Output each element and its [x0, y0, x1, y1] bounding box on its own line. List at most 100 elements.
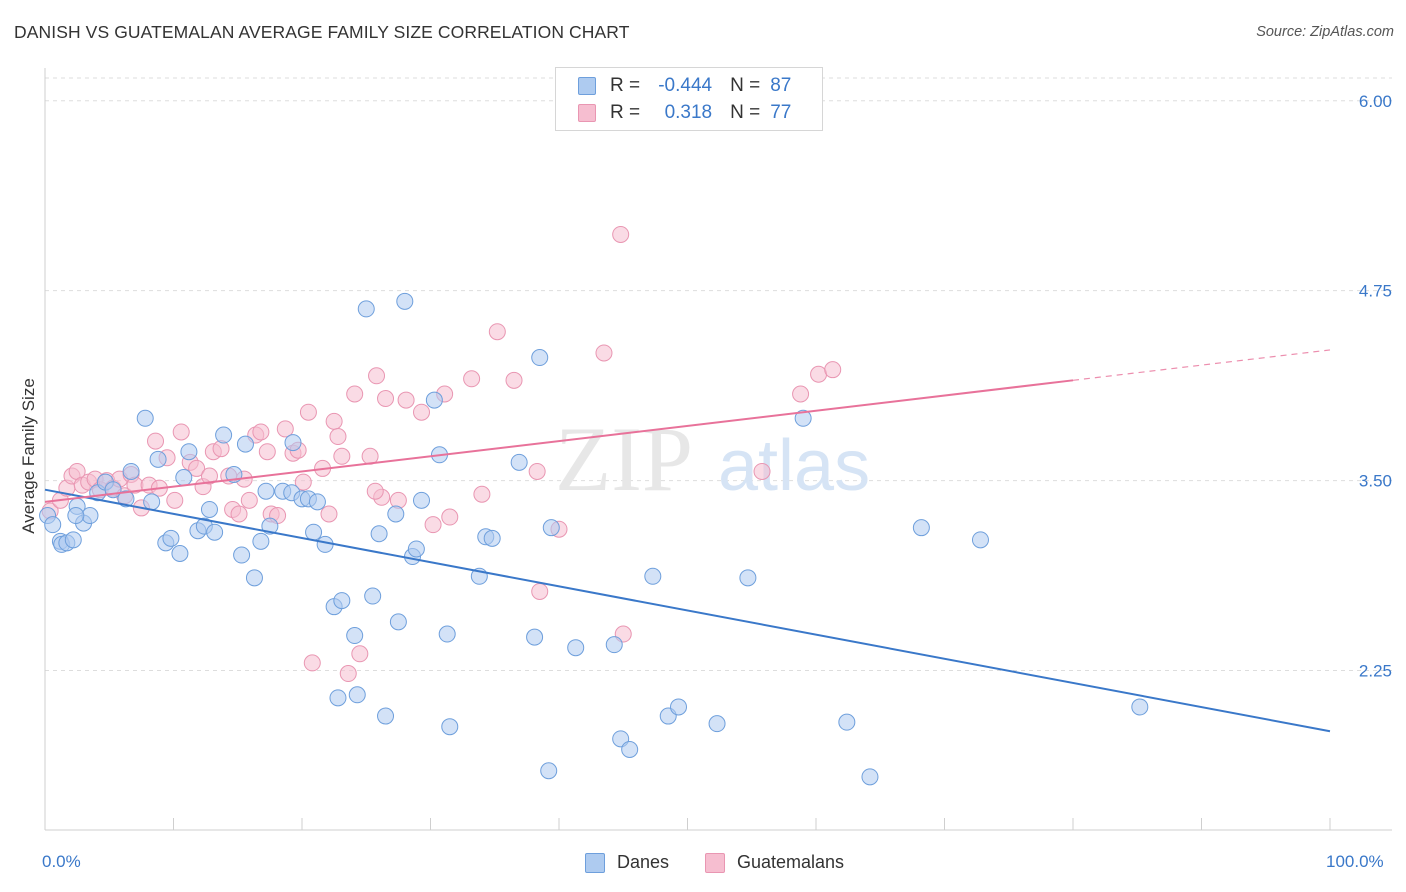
guatemalans-point [200, 467, 218, 485]
guatemalans-point [368, 367, 386, 385]
guatemalans-point [333, 447, 351, 465]
guatemalans-point [346, 385, 364, 403]
danes-point [252, 532, 270, 550]
guatemalans-point [166, 491, 184, 509]
danes-point [605, 636, 623, 654]
guatemalans-point [320, 505, 338, 523]
series-legend-danes[interactable]: Danes [585, 852, 669, 873]
guatemalans-point [172, 423, 190, 441]
y-tick-label: 2.25 [1359, 661, 1392, 680]
guatemalans-point [147, 432, 165, 450]
guatemalans-point [339, 665, 357, 683]
guatemalans-point [325, 412, 343, 430]
trend-lines [44, 349, 1331, 733]
legend-n-value: 77 [770, 102, 792, 123]
x-max-label: 100.0% [1326, 852, 1384, 871]
danes-point [261, 517, 279, 535]
guatemalans-point [531, 582, 549, 600]
danes-point [44, 516, 62, 534]
danes-point [861, 768, 879, 786]
guatemalans-point [299, 403, 317, 421]
chart-title: DANISH VS GUATEMALAN AVERAGE FAMILY SIZE… [14, 22, 630, 42]
danes-point [364, 587, 382, 605]
danes-point [67, 507, 85, 525]
legend-swatch-danes [578, 77, 596, 95]
guatemalans-point [377, 390, 395, 408]
danes-point [739, 569, 757, 587]
guatemalans-point [294, 473, 312, 491]
watermark-zip: ZIP [555, 408, 693, 510]
watermark-atlas: atlas [718, 426, 870, 506]
danes-point [425, 391, 443, 409]
y-tick-label: 6.00 [1359, 92, 1392, 111]
series-legend: Danes Guatemalans [0, 852, 1406, 878]
series-swatch-guatemalans [705, 852, 725, 873]
danes-point [215, 426, 233, 444]
axes [44, 68, 1392, 831]
guatemalans-point [351, 645, 369, 663]
legend-r-label: R = [610, 75, 641, 96]
danes-point [708, 715, 726, 733]
danes-point [333, 592, 351, 610]
y-tick-labels: 2.25 3.50 4.75 6.00 [1359, 92, 1392, 681]
danes-point [175, 469, 193, 487]
guatemalans-points [41, 225, 842, 683]
danes-point [389, 613, 407, 631]
danes-point [441, 718, 459, 736]
y-axis-label: Average Family Size [19, 378, 38, 534]
danes-point [357, 300, 375, 318]
series-legend-guatemalans[interactable]: Guatemalans [705, 852, 844, 873]
danes-point [143, 493, 161, 511]
danes-point [407, 540, 425, 558]
legend-row-guatemalans: R = 0.318 N = 77 [578, 101, 791, 125]
danes-point [236, 435, 254, 453]
guatemalans-point [276, 420, 294, 438]
legend-swatch-guatemalans [578, 104, 596, 122]
guatemalans-point [612, 225, 630, 243]
guatemalans-point [753, 462, 771, 480]
danes-point [912, 519, 930, 537]
danes-point [531, 349, 549, 367]
danes-point [284, 434, 302, 452]
guatemalans-trend-line [44, 379, 1074, 503]
series-label-guatemalans: Guatemalans [737, 852, 845, 872]
danes-point [171, 545, 189, 563]
guatemalans-trend-extension [1072, 349, 1331, 381]
danes-point [510, 453, 528, 471]
correlation-legend: R = -0.444 N = 87 R = 0.318 N = 77 [555, 67, 823, 131]
danes-point [483, 529, 501, 547]
danes-point [540, 762, 558, 780]
danes-point [542, 519, 560, 537]
danes-point [149, 450, 167, 468]
danes-point [257, 482, 275, 500]
danes-point [329, 689, 347, 707]
danes-point [308, 493, 326, 511]
danes-point [670, 698, 688, 716]
series-label-danes: Danes [617, 852, 670, 872]
danes-point [117, 490, 135, 508]
guatemalans-point [473, 485, 491, 503]
guatemalans-point [303, 654, 321, 672]
danes-point [180, 443, 198, 461]
guatemalans-point [329, 428, 347, 446]
danes-point [396, 292, 414, 310]
guatemalans-point [397, 391, 415, 409]
guatemalans-point [188, 459, 206, 477]
guatemalans-point [488, 323, 506, 341]
danes-point [233, 546, 251, 564]
danes-point [387, 505, 405, 523]
guatemalans-point [810, 365, 828, 383]
legend-r-label: R = [610, 102, 641, 123]
y-tick-label: 3.50 [1359, 472, 1392, 491]
series-swatch-danes [585, 852, 605, 873]
guatemalans-point [252, 423, 270, 441]
danes-point [644, 567, 662, 585]
danes-point [346, 627, 364, 645]
guatemalans-point [413, 403, 431, 421]
guatemalans-point [366, 482, 384, 500]
guatemalans-point [595, 344, 613, 362]
guatemalans-point [528, 462, 546, 480]
danes-point [162, 529, 180, 547]
danes-point [794, 409, 812, 427]
